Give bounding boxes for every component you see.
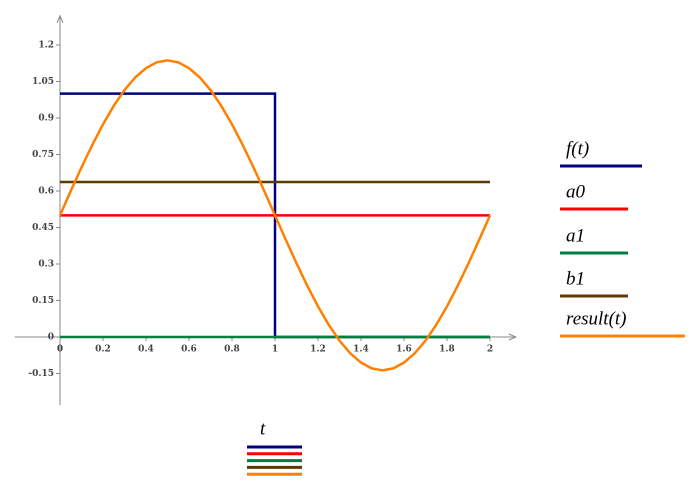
x-tick-label: 1.2 [310, 345, 326, 355]
x-axis-arrow [508, 333, 518, 341]
legend-label: b1 [566, 268, 585, 289]
x-tick-label: 1.8 [439, 345, 455, 355]
x-tick-label: 0.4 [138, 345, 154, 355]
legend-label: f(t) [566, 138, 589, 159]
x-tick-label: 1 [272, 345, 278, 355]
y-tick-label: 0.15 [32, 296, 54, 306]
series-line [58, 59, 492, 372]
y-tick-label: 0.9 [38, 114, 54, 124]
x-tick-label: 0 [57, 345, 63, 355]
y-tick-label: 0.6 [38, 187, 54, 197]
x-tick-label: 0.6 [181, 345, 197, 355]
y-axis-arrow [56, 14, 64, 24]
y-tick-label: 1.2 [38, 41, 54, 51]
x-tick-label: 0.2 [95, 345, 111, 355]
y-tick-label: 0.45 [32, 223, 54, 233]
y-tick-label: 0 [48, 333, 54, 343]
x-tick-label: 0.8 [224, 345, 240, 355]
legend-label: a1 [566, 225, 585, 246]
legend-label: result(t) [566, 308, 627, 329]
y-tick-label: -0.15 [28, 369, 54, 379]
y-tick-label: 0.3 [38, 260, 54, 270]
legend-label: a0 [566, 181, 586, 202]
y-tick-label: 0.75 [32, 150, 54, 160]
x-tick-label: 2 [487, 345, 493, 355]
x-axis-label: t [260, 418, 266, 439]
y-tick-label: 1.05 [32, 77, 54, 87]
x-tick-label: 1.6 [396, 345, 412, 355]
x-tick-label: 1.4 [353, 345, 369, 355]
